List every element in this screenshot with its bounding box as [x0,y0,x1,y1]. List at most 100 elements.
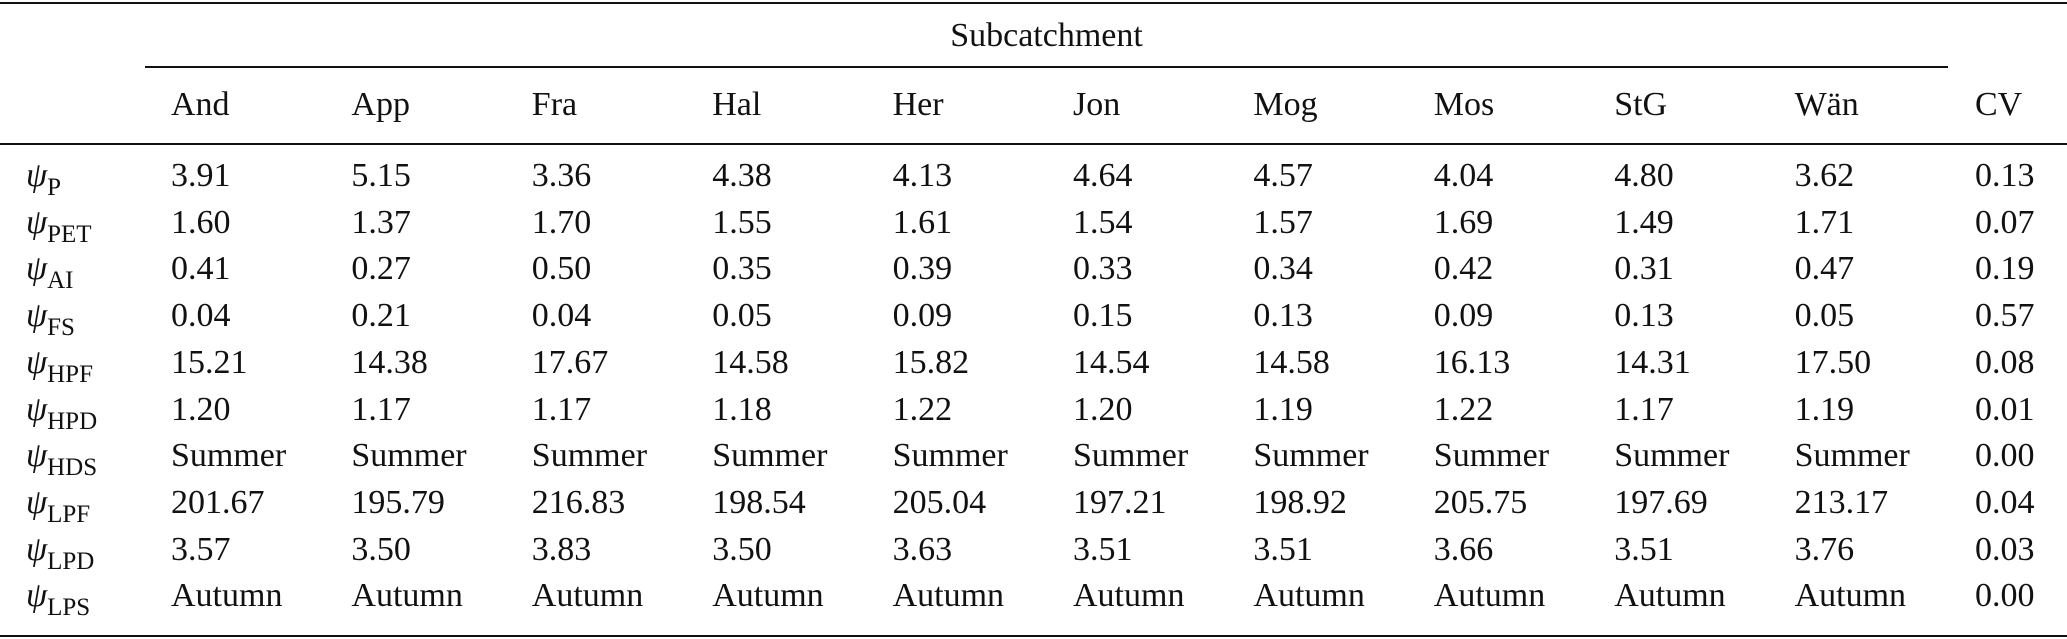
row-symbol: ψ [26,343,48,381]
row-subscript: LPS [47,594,91,622]
cell: 0.01 [1975,390,2035,428]
column-header: Fra [531,86,578,123]
cell: 0.50 [531,250,592,288]
cell: 1.37 [351,203,411,241]
cell: 0.39 [892,250,953,288]
row-symbol: ψ [26,483,48,521]
row-label: ψLPF [26,483,90,528]
cell: 0.05 [1794,297,1855,335]
cell: 1.17 [531,390,592,428]
cell: 1.54 [1073,203,1133,241]
cell: Autumn [1433,577,1546,615]
cell: 3.66 [1433,530,1494,568]
row-subscript: P [47,174,62,201]
row-symbol: ψ [26,203,48,241]
row-symbol: ψ [26,530,48,568]
cell: 4.13 [892,157,953,194]
cell: 0.04 [171,297,231,335]
cell: 0.03 [1975,530,2035,568]
column-header: Jon [1073,86,1121,123]
cell: Summer [1073,437,1189,475]
cell: 0.08 [1975,343,2035,381]
row-label: ψHPF [26,343,93,388]
row-label: ψFS [26,296,75,341]
cell: 1.70 [531,203,592,241]
cell: 4.04 [1433,157,1494,194]
group-header: Subcatchment [950,17,1143,54]
column-header: And [171,86,230,123]
cell: 1.61 [892,203,953,241]
cell: 3.36 [531,157,592,194]
cell: 0.33 [1073,250,1133,288]
cell: 0.41 [171,250,231,288]
cell: 1.19 [1794,390,1855,428]
cell: 3.83 [531,530,592,568]
cell: 14.54 [1073,343,1150,381]
column-header: Her [892,86,944,123]
cell: Summer [892,437,1008,475]
column-header: Wän [1794,86,1859,123]
cell: Autumn [1794,577,1907,615]
cell: 1.22 [892,390,953,428]
row-subscript: HDS [47,454,98,482]
cell: 0.19 [1975,250,2035,288]
cell: 16.13 [1433,343,1511,381]
cell: 3.50 [712,530,772,568]
cell: 198.54 [712,483,806,521]
cell: 14.58 [712,343,789,381]
cell: 1.49 [1614,203,1674,241]
cell: 0.05 [712,297,772,335]
cell: 4.57 [1253,157,1313,194]
cell: 3.51 [1253,530,1313,568]
row-label: ψLPS [26,576,91,622]
row-label: ψLPD [26,530,94,575]
row-subscript: HPD [47,407,98,435]
cell: 0.13 [1975,157,2035,194]
row-label: ψAI [26,249,74,295]
cell: 17.67 [531,343,609,381]
cell: 14.38 [351,343,428,381]
cell: 0.27 [351,250,411,288]
cell: 1.55 [712,203,772,241]
cell: 0.47 [1794,250,1855,288]
cell: 1.69 [1433,203,1494,241]
cell: Autumn [531,577,644,615]
row-label: ψHDS [26,436,98,482]
cell: Summer [1614,437,1730,475]
row-label: ψHPD [26,390,98,435]
cell: 3.51 [1614,530,1674,568]
cell: 198.92 [1253,483,1347,521]
row-subscript: AI [47,267,74,295]
cell: Summer [1794,437,1910,475]
cell: Summer [171,437,287,475]
row-subscript: HPF [47,360,93,388]
cell: 4.38 [712,157,772,194]
cell: 0.31 [1614,250,1674,288]
cell: 15.82 [892,343,970,381]
bottom-rule [0,635,2067,637]
column-header: Mos [1433,86,1495,123]
cell: 197.21 [1073,483,1167,521]
cell: 201.67 [171,483,265,521]
cell: 216.83 [531,483,626,521]
cell: 0.35 [712,250,772,288]
cell: 0.04 [531,297,592,335]
top-rule [0,2,2067,4]
cell: 3.62 [1794,157,1855,194]
cell: 17.50 [1794,343,1872,381]
cell: 0.13 [1253,297,1313,335]
row-symbol: ψ [26,437,48,475]
cell: 1.17 [1614,390,1674,428]
cell: 1.20 [171,390,231,428]
cell: 3.57 [171,530,231,568]
cell: 197.69 [1614,483,1708,521]
cell: 0.09 [892,297,953,335]
cell: 1.19 [1253,390,1313,428]
cell: 4.64 [1073,157,1133,194]
cell: 0.04 [1975,483,2035,521]
cell: 205.75 [1433,483,1528,521]
cell: 15.21 [171,343,248,381]
column-header: StG [1614,86,1668,123]
cell: 1.22 [1433,390,1494,428]
